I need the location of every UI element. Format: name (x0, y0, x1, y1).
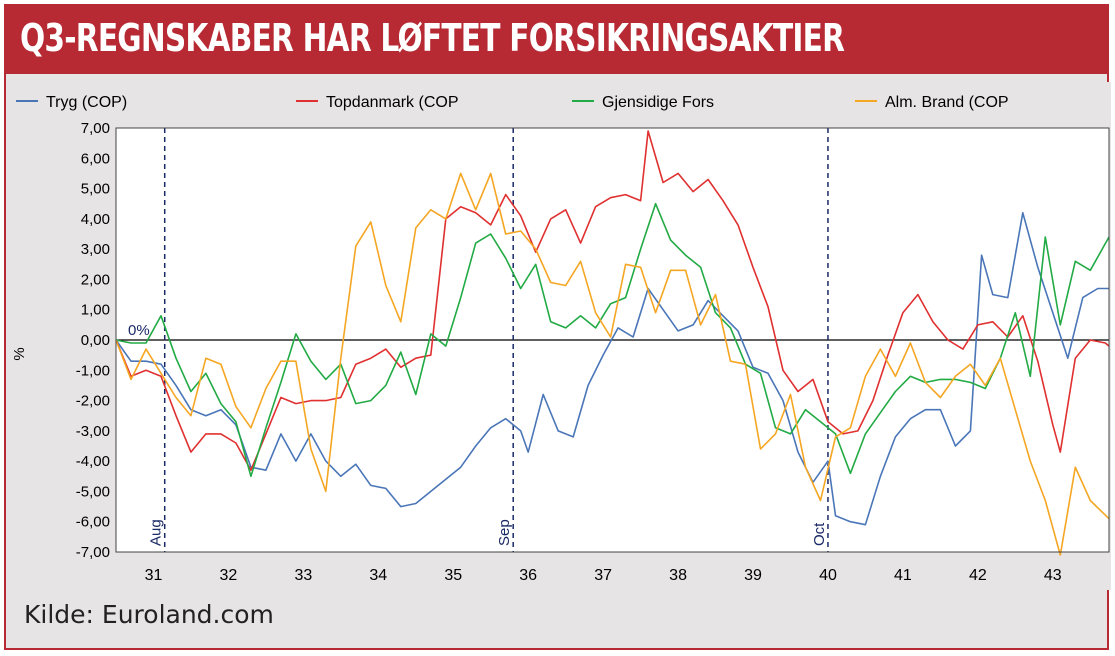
grid-layer: 0% (116, 322, 1109, 341)
y-tick-label: -3,00 (76, 423, 110, 440)
x-tick-label: 38 (669, 567, 687, 584)
x-tick-label: 41 (894, 567, 912, 584)
x-tick-label: 43 (1044, 567, 1062, 584)
y-tick-label: 6,00 (81, 150, 110, 167)
legend-label: Gjensidige Fors (602, 94, 714, 111)
x-tick-label: 32 (220, 567, 238, 584)
axis-layer: 7,00 6,00 5,00 4,00 3,00 2,00 1,00 0,00 -1,00 -2,… (76, 120, 1110, 584)
x-tick-label: 37 (594, 567, 612, 584)
chart-area: 0% Aug Sep Oct 7,00 6,00 5,00 4,00 3,00 2,00 1,0… (10, 82, 1111, 590)
month-marker-label: Sep (496, 519, 513, 546)
y-tick-label: -5,00 (76, 483, 110, 500)
series-line (115, 212, 1109, 526)
y-axis-label: % (11, 347, 28, 360)
x-tick-label: 40 (819, 567, 837, 584)
legend-label: Alm. Brand (COP (885, 94, 1009, 111)
x-tick-label: 35 (444, 567, 462, 584)
y-tick-label: 5,00 (81, 181, 110, 198)
y-tick-label: -7,00 (76, 544, 110, 561)
y-tick-label: 2,00 (81, 271, 110, 288)
series-line (115, 202, 1110, 478)
month-marker-label: Aug (148, 519, 165, 546)
y-tick-label: 4,00 (81, 211, 110, 228)
y-tick-label: -4,00 (76, 453, 110, 470)
x-tick-label: 36 (519, 567, 537, 584)
zero-label: 0% (128, 322, 150, 339)
chart-title: Q3-REGNSKABER HAR LØFTET FORSIKRINGSAKTI… (20, 16, 845, 60)
chart-frame: Q3-REGNSKABER HAR LØFTET FORSIKRINGSAKTI… (4, 4, 1111, 650)
x-tick-label: 33 (294, 567, 312, 584)
title-bar: Q3-REGNSKABER HAR LØFTET FORSIKRINGSAKTI… (6, 6, 1107, 74)
y-tick-label: -6,00 (76, 514, 110, 531)
y-tick-label: -2,00 (76, 393, 110, 410)
legend-label: Tryg (COP) (46, 94, 127, 111)
x-tick-label: 42 (969, 567, 987, 584)
month-marker-label: Oct (811, 522, 828, 546)
y-tick-label: 1,00 (81, 302, 110, 319)
x-tick-label: 39 (744, 567, 762, 584)
month-marker-layer: Aug Sep Oct (148, 128, 829, 552)
line-chart: 0% Aug Sep Oct 7,00 6,00 5,00 4,00 3,00 2,00 1,0… (10, 82, 1111, 590)
plot-border (115, 127, 1110, 553)
y-tick-label: 0,00 (81, 332, 110, 349)
y-tick-label: 3,00 (81, 241, 110, 258)
legend: Tryg (COP) Topdanmark (COP Gjensidige Fors… (16, 94, 1009, 111)
y-tick-label: -1,00 (76, 362, 110, 379)
y-tick-label: 7,00 (81, 120, 110, 137)
series-line (115, 130, 1110, 471)
x-tick-label: 34 (369, 567, 387, 584)
series-line (115, 172, 1110, 556)
series-layer (115, 130, 1110, 556)
x-tick-label: 31 (145, 567, 163, 584)
source-credit: Kilde: Euroland.com (24, 600, 274, 629)
legend-label: Topdanmark (COP (326, 94, 459, 111)
